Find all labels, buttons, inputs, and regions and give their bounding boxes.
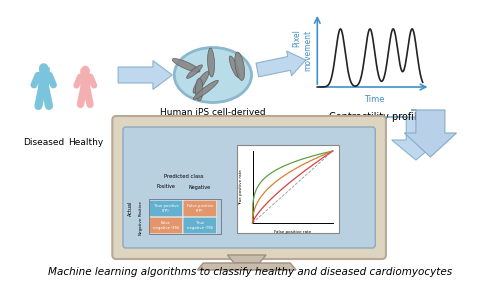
Polygon shape xyxy=(118,61,172,89)
Text: Human iPS cell-derived
cardiomyocytes: Human iPS cell-derived cardiomyocytes xyxy=(160,108,266,129)
Text: False
negative (FN): False negative (FN) xyxy=(153,221,179,230)
Text: Time: Time xyxy=(364,95,384,104)
Polygon shape xyxy=(228,255,266,263)
Text: Actual: Actual xyxy=(128,200,133,216)
Ellipse shape xyxy=(193,72,208,93)
Text: Negative: Negative xyxy=(138,216,142,235)
Polygon shape xyxy=(80,76,90,88)
Ellipse shape xyxy=(196,78,203,101)
Text: Machine learning algorithms to classify healthy and diseased cardiomyocytes: Machine learning algorithms to classify … xyxy=(48,267,452,277)
Ellipse shape xyxy=(174,48,252,103)
FancyBboxPatch shape xyxy=(150,200,182,217)
FancyBboxPatch shape xyxy=(183,217,216,234)
FancyBboxPatch shape xyxy=(183,200,216,217)
FancyBboxPatch shape xyxy=(123,127,376,248)
Polygon shape xyxy=(256,51,306,77)
Text: True positive rate: True positive rate xyxy=(239,169,243,205)
Text: Pixel
movement: Pixel movement xyxy=(292,29,312,71)
Ellipse shape xyxy=(186,65,202,78)
Text: True
negative (TN): True negative (TN) xyxy=(186,221,213,230)
Text: Diseased: Diseased xyxy=(23,138,64,147)
Polygon shape xyxy=(404,110,456,157)
Circle shape xyxy=(40,64,48,72)
Text: Predicted class: Predicted class xyxy=(164,174,203,178)
FancyBboxPatch shape xyxy=(150,217,182,234)
Text: Contractility profiles: Contractility profiles xyxy=(329,112,428,122)
Polygon shape xyxy=(387,117,440,160)
FancyBboxPatch shape xyxy=(237,145,338,233)
FancyBboxPatch shape xyxy=(112,116,386,259)
Text: Healthy: Healthy xyxy=(68,138,103,147)
Ellipse shape xyxy=(208,48,214,77)
Ellipse shape xyxy=(235,52,244,80)
Circle shape xyxy=(82,66,89,74)
Ellipse shape xyxy=(194,80,218,99)
Polygon shape xyxy=(198,263,296,270)
Text: Positive: Positive xyxy=(156,184,176,190)
Text: Negative: Negative xyxy=(189,184,211,190)
Text: True positive
(TP): True positive (TP) xyxy=(154,204,178,213)
Ellipse shape xyxy=(230,56,239,78)
Polygon shape xyxy=(38,74,50,88)
Text: False positive rate: False positive rate xyxy=(274,230,312,234)
Text: Positive: Positive xyxy=(138,201,142,216)
Ellipse shape xyxy=(172,58,200,72)
Text: False positive
(FP): False positive (FP) xyxy=(186,204,213,213)
